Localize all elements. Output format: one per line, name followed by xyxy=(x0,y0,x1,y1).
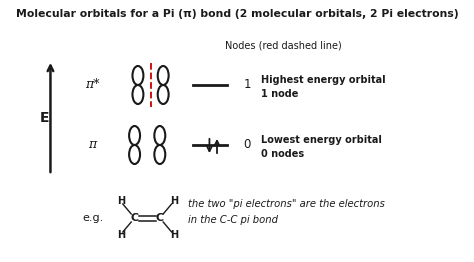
Text: E: E xyxy=(40,111,49,125)
Ellipse shape xyxy=(132,85,144,104)
Ellipse shape xyxy=(132,66,144,85)
Text: 0 nodes: 0 nodes xyxy=(261,149,304,159)
Text: C: C xyxy=(156,213,164,223)
Ellipse shape xyxy=(155,145,165,164)
Text: Nodes (red dashed line): Nodes (red dashed line) xyxy=(225,40,342,50)
Ellipse shape xyxy=(129,126,140,145)
Text: Molecular orbitals for a Pi (π) bond (2 molecular orbitals, 2 Pi electrons): Molecular orbitals for a Pi (π) bond (2 … xyxy=(16,9,458,19)
Text: Highest energy orbital: Highest energy orbital xyxy=(261,75,385,85)
Ellipse shape xyxy=(158,66,169,85)
Ellipse shape xyxy=(158,85,169,104)
Text: π: π xyxy=(88,139,97,151)
Text: π*: π* xyxy=(85,79,100,91)
Text: H: H xyxy=(117,230,125,240)
Text: Lowest energy orbital: Lowest energy orbital xyxy=(261,135,382,145)
Text: H: H xyxy=(170,196,178,206)
Text: H: H xyxy=(117,196,125,206)
Text: C: C xyxy=(130,213,138,223)
Ellipse shape xyxy=(155,126,165,145)
Text: e.g.: e.g. xyxy=(82,213,103,223)
Text: H: H xyxy=(170,230,178,240)
Text: the two "pi electrons" are the electrons
in the C-C pi bond: the two "pi electrons" are the electrons… xyxy=(188,199,385,225)
Text: 1 node: 1 node xyxy=(261,89,298,99)
Text: 0: 0 xyxy=(244,139,251,151)
Ellipse shape xyxy=(129,145,140,164)
Text: 1: 1 xyxy=(244,79,251,91)
